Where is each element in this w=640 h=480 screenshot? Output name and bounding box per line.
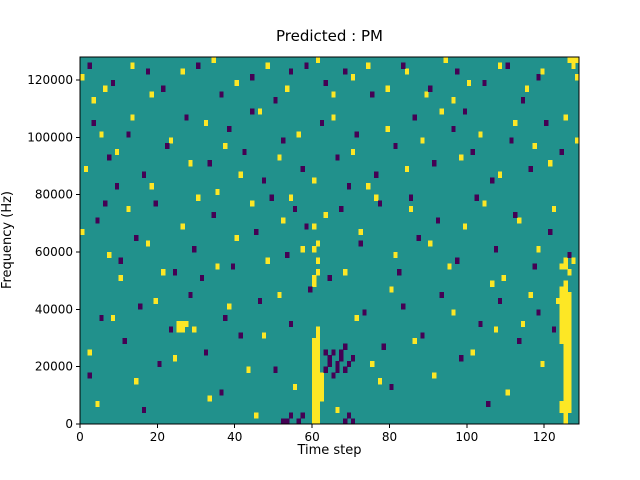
svg-text:40000: 40000 xyxy=(35,302,73,316)
chart-title: Predicted : PM xyxy=(276,27,383,45)
svg-text:100000: 100000 xyxy=(27,130,73,144)
svg-text:120: 120 xyxy=(533,430,556,444)
svg-text:120000: 120000 xyxy=(27,73,73,87)
svg-text:80: 80 xyxy=(382,430,397,444)
svg-text:80000: 80000 xyxy=(35,188,73,202)
svg-text:100: 100 xyxy=(455,430,478,444)
svg-text:60000: 60000 xyxy=(35,245,73,259)
svg-text:0: 0 xyxy=(65,417,73,431)
svg-text:60: 60 xyxy=(304,430,319,444)
y-axis-label: Frequency (Hz) xyxy=(0,190,15,290)
svg-text:20: 20 xyxy=(150,430,165,444)
svg-text:0: 0 xyxy=(76,430,84,444)
svg-text:20000: 20000 xyxy=(35,360,73,374)
svg-text:40: 40 xyxy=(227,430,242,444)
x-axis-label: Time step xyxy=(297,443,362,458)
